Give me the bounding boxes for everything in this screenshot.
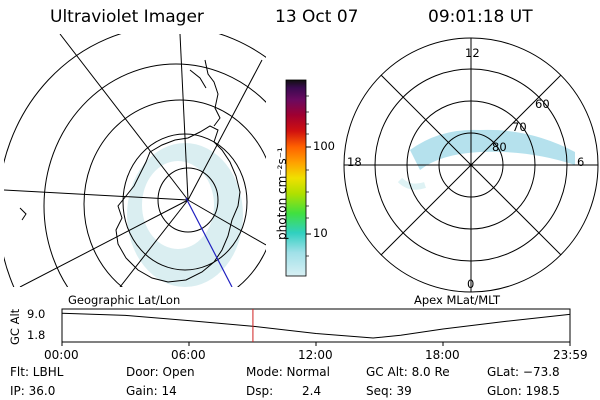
lon-line bbox=[187, 59, 263, 201]
geographic-map-label: Geographic Lat/Lon bbox=[68, 293, 181, 307]
timeline-ylabel: GC Alt bbox=[8, 308, 22, 345]
lon-line bbox=[187, 199, 266, 246]
lon-line bbox=[4, 189, 189, 201]
coast-fragment bbox=[19, 207, 27, 221]
observation-date: 13 Oct 07 bbox=[275, 7, 359, 27]
colorbar-unit-label: photon cm⁻²s⁻¹ bbox=[275, 147, 289, 240]
lon-line bbox=[179, 34, 189, 201]
instrument-title: Ultraviolet Imager bbox=[50, 7, 204, 27]
lat-circle bbox=[43, 63, 266, 287]
colorbar-tick-10: 10 bbox=[313, 226, 328, 240]
status-door: Door: Open bbox=[126, 365, 195, 379]
altitude-curve bbox=[61, 312, 570, 339]
mlt-line bbox=[380, 74, 562, 256]
peninsula-outline bbox=[204, 59, 221, 127]
apex-map-label: Apex MLat/MLT bbox=[414, 293, 501, 307]
timeline-xtick-4: 23:59 bbox=[553, 348, 588, 362]
coast-fragment bbox=[189, 69, 207, 89]
status-glon: GLon: 198.5 bbox=[487, 384, 560, 398]
lat-circle bbox=[157, 167, 219, 233]
timeline-xtick-3: 18:00 bbox=[425, 348, 460, 362]
timeline-xtick-2: 12:00 bbox=[298, 348, 333, 362]
colorbar bbox=[285, 79, 307, 277]
lon-line bbox=[19, 199, 189, 287]
mlt-label-6: 6 bbox=[577, 155, 585, 169]
status-filter: Flt: LBHL bbox=[10, 365, 64, 379]
apex-polar-map bbox=[343, 37, 599, 293]
status-gc-alt: GC Alt: 8.0 Re bbox=[366, 365, 450, 379]
mlt-label-0: 0 bbox=[467, 277, 475, 291]
mlt-label-12: 12 bbox=[465, 46, 480, 60]
mlt-label-18: 18 bbox=[347, 155, 362, 169]
timeline-plot bbox=[61, 308, 571, 343]
mlat-label-60: 60 bbox=[535, 97, 550, 111]
mlat-label-70: 70 bbox=[512, 120, 527, 134]
mlat-label-80: 80 bbox=[492, 140, 507, 154]
status-dsp-value: 2.4 bbox=[302, 384, 322, 398]
status-glat: GLat: −73.8 bbox=[487, 365, 560, 379]
observation-time: 09:01:18 UT bbox=[428, 7, 533, 27]
status-mode: Mode: Normal bbox=[246, 365, 330, 379]
geographic-map bbox=[4, 34, 266, 287]
status-ip: IP: 36.0 bbox=[10, 384, 56, 398]
status-dsp-label: Dsp: bbox=[246, 384, 274, 398]
satellite-track bbox=[185, 197, 233, 287]
timeline-ytick-max: 9.0 bbox=[27, 307, 46, 321]
status-gain: Gain: 14 bbox=[126, 384, 177, 398]
timeline-ytick-min: 1.8 bbox=[27, 328, 46, 342]
status-seq: Seq: 39 bbox=[366, 384, 412, 398]
continent-outline bbox=[115, 125, 241, 283]
lat-circle bbox=[83, 99, 266, 287]
timeline-xtick-0: 00:00 bbox=[44, 348, 79, 362]
lon-line bbox=[119, 199, 189, 287]
timeline-xtick-1: 06:00 bbox=[171, 348, 206, 362]
colorbar-tick-100: 100 bbox=[313, 139, 335, 153]
lon-line bbox=[59, 34, 189, 201]
